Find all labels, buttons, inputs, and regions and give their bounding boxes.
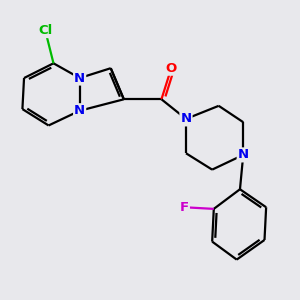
Text: N: N xyxy=(74,104,85,117)
Text: Cl: Cl xyxy=(38,24,52,37)
Text: N: N xyxy=(238,148,249,161)
Text: N: N xyxy=(74,71,85,85)
Text: O: O xyxy=(166,62,177,75)
Text: F: F xyxy=(180,201,189,214)
Text: N: N xyxy=(180,112,192,125)
